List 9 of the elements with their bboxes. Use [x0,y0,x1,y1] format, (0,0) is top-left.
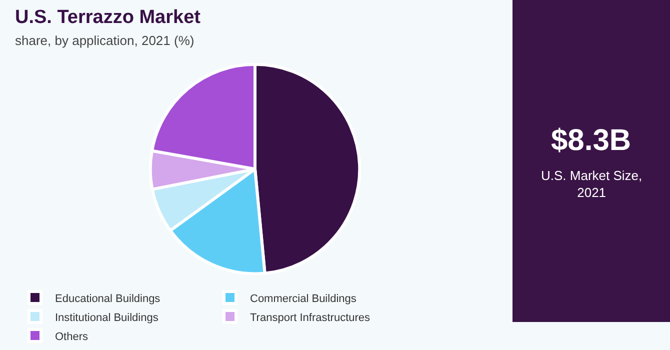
legend-label: Transport Infrastructures [250,312,371,324]
legend-label: Institutional Buildings [55,312,159,324]
text: U.S. Market Size, 2021 [541,168,642,200]
chart-title: U.S. Terrazzo Market [15,7,202,28]
legend-label: Commercial Buildings [250,292,357,305]
chart-subtitle: share, by application, 2021 (%) [15,33,194,48]
legend-label: Others [55,330,89,343]
legend-label: Educational Buildings [55,292,161,305]
text: $8.3B [551,124,632,157]
